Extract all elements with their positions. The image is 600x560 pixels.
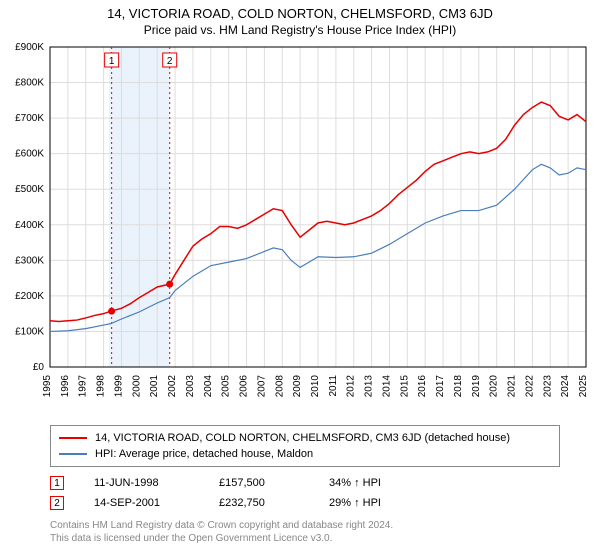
svg-text:£100K: £100K <box>15 326 44 337</box>
sale-diff: 29% ↑ HPI <box>329 497 381 509</box>
footnote-line: This data is licensed under the Open Gov… <box>50 532 560 545</box>
footnote: Contains HM Land Registry data © Crown c… <box>50 519 560 545</box>
legend-swatch-blue <box>59 453 87 455</box>
svg-text:2018: 2018 <box>453 375 464 398</box>
svg-text:£400K: £400K <box>15 220 44 231</box>
svg-text:1997: 1997 <box>78 375 89 398</box>
svg-text:2012: 2012 <box>346 375 357 398</box>
svg-text:2004: 2004 <box>203 375 214 398</box>
svg-text:2014: 2014 <box>381 375 392 398</box>
svg-text:2025: 2025 <box>578 375 589 398</box>
svg-text:£800K: £800K <box>15 78 44 89</box>
svg-text:£0: £0 <box>33 362 45 373</box>
legend-label-hpi: HPI: Average price, detached house, Mald… <box>95 448 313 460</box>
legend-swatch-red <box>59 437 87 439</box>
svg-text:2021: 2021 <box>507 375 518 398</box>
svg-text:2010: 2010 <box>310 375 321 398</box>
svg-text:£600K: £600K <box>15 149 44 160</box>
svg-text:2003: 2003 <box>185 375 196 398</box>
svg-text:1996: 1996 <box>60 375 71 398</box>
svg-text:£700K: £700K <box>15 113 44 124</box>
svg-text:2005: 2005 <box>221 375 232 398</box>
chart-legend: 14, VICTORIA ROAD, COLD NORTON, CHELMSFO… <box>50 425 560 467</box>
svg-text:2016: 2016 <box>417 375 428 398</box>
svg-text:£900K: £900K <box>15 42 44 53</box>
sale-marker-icon: 1 <box>50 476 64 490</box>
price-chart: £0 £100K £200K £300K £400K £500K £600K £700K £80… <box>0 37 600 417</box>
svg-text:2001: 2001 <box>149 375 160 398</box>
svg-text:2009: 2009 <box>292 375 303 398</box>
svg-text:1999: 1999 <box>113 375 124 398</box>
svg-text:2007: 2007 <box>256 375 267 398</box>
svg-text:2019: 2019 <box>471 375 482 398</box>
legend-row: 14, VICTORIA ROAD, COLD NORTON, CHELMSFO… <box>59 430 551 446</box>
svg-text:2013: 2013 <box>364 375 375 398</box>
svg-text:2008: 2008 <box>274 375 285 398</box>
svg-text:2: 2 <box>167 56 173 67</box>
svg-text:2015: 2015 <box>399 375 410 398</box>
sale-date: 11-JUN-1998 <box>94 477 189 489</box>
svg-text:2024: 2024 <box>560 375 571 398</box>
chart-title-address: 14, VICTORIA ROAD, COLD NORTON, CHELMSFO… <box>0 6 600 21</box>
svg-text:2011: 2011 <box>328 375 339 397</box>
sale-price: £232,750 <box>219 497 299 509</box>
svg-text:2000: 2000 <box>131 375 142 398</box>
legend-row: HPI: Average price, detached house, Mald… <box>59 446 551 462</box>
svg-text:2022: 2022 <box>524 375 535 398</box>
sale-diff: 34% ↑ HPI <box>329 477 381 489</box>
chart-subtitle: Price paid vs. HM Land Registry's House … <box>0 23 600 37</box>
sales-table: 1 11-JUN-1998 £157,500 34% ↑ HPI 2 14-SE… <box>50 473 560 513</box>
sale-price: £157,500 <box>219 477 299 489</box>
svg-text:£500K: £500K <box>15 184 44 195</box>
svg-text:£300K: £300K <box>15 255 44 266</box>
footnote-line: Contains HM Land Registry data © Crown c… <box>50 519 560 532</box>
legend-label-price-paid: 14, VICTORIA ROAD, COLD NORTON, CHELMSFO… <box>95 432 510 444</box>
sale-marker-icon: 2 <box>50 496 64 510</box>
svg-text:2006: 2006 <box>239 375 250 398</box>
svg-text:2002: 2002 <box>167 375 178 398</box>
svg-text:£200K: £200K <box>15 291 44 302</box>
svg-text:2017: 2017 <box>435 375 446 398</box>
svg-text:1998: 1998 <box>96 375 107 398</box>
svg-text:2020: 2020 <box>489 375 500 398</box>
svg-text:1995: 1995 <box>42 375 53 398</box>
table-row: 1 11-JUN-1998 £157,500 34% ↑ HPI <box>50 473 560 493</box>
svg-text:2023: 2023 <box>542 375 553 398</box>
sale-date: 14-SEP-2001 <box>94 497 189 509</box>
table-row: 2 14-SEP-2001 £232,750 29% ↑ HPI <box>50 493 560 513</box>
svg-text:1: 1 <box>109 56 115 67</box>
